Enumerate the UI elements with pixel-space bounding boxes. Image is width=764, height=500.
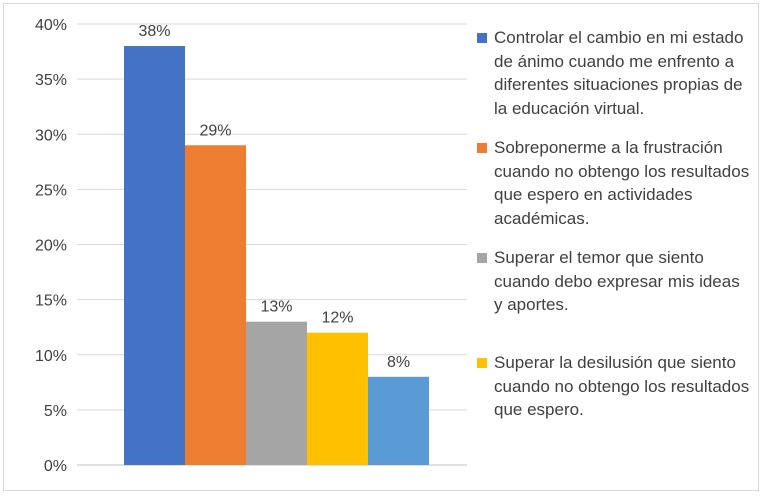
y-tick-label: 0% <box>44 458 67 475</box>
legend-label-2: Sobreponerme a la frustración cuando no … <box>494 138 750 228</box>
y-tick-label: 5% <box>44 403 67 420</box>
bar-2 <box>185 145 246 465</box>
data-label-2: 29% <box>199 122 231 139</box>
legend-item-2: Sobreponerme a la frustración cuando no … <box>477 136 752 230</box>
legend-swatch-1 <box>477 33 487 43</box>
legend-label-1: Controlar el cambio en mi estado de ánim… <box>494 28 744 118</box>
data-label-5: 8% <box>387 354 410 371</box>
legend-label-3: Superar el temor que siento cuando debo … <box>494 248 740 314</box>
plot-area: 0% 5% 10% 15% 20% 25% 30% 35% 40% 38% 29% 13% 12% 8% <box>35 17 467 475</box>
data-label-3: 13% <box>260 299 292 316</box>
legend-swatch-4 <box>477 358 487 368</box>
data-label-1: 38% <box>138 23 170 40</box>
bar-3 <box>246 321 307 465</box>
y-tick-label: 15% <box>35 293 67 310</box>
data-label-4: 12% <box>321 310 353 327</box>
chart-frame: 0% 5% 10% 15% 20% 25% 30% 35% 40% 38% 29% 13% 12% 8%… <box>3 3 759 491</box>
bars <box>124 46 429 466</box>
legend-item-4: Superar la desilusión que siento cuando … <box>477 351 752 422</box>
legend-swatch-3 <box>477 253 487 263</box>
y-tick-label: 35% <box>35 72 67 89</box>
legend-item-1: Controlar el cambio en mi estado de ánim… <box>477 26 752 120</box>
y-tick-label: 25% <box>35 182 67 199</box>
bar-4 <box>307 332 368 465</box>
y-axis-ticks: 0% 5% 10% 15% 20% 25% 30% 35% 40% <box>35 17 67 475</box>
y-tick-label: 30% <box>35 127 67 144</box>
bar-1 <box>124 46 185 466</box>
legend-swatch-2 <box>477 143 487 153</box>
y-tick-label: 10% <box>35 348 67 365</box>
y-tick-label: 20% <box>35 238 67 255</box>
y-tick-label: 40% <box>35 17 67 34</box>
data-labels: 38% 29% 13% 12% 8% <box>138 23 410 371</box>
bar-5 <box>368 376 429 465</box>
legend-item-3: Superar el temor que siento cuando debo … <box>477 246 752 317</box>
legend-label-4: Superar la desilusión que siento cuando … <box>494 353 750 419</box>
